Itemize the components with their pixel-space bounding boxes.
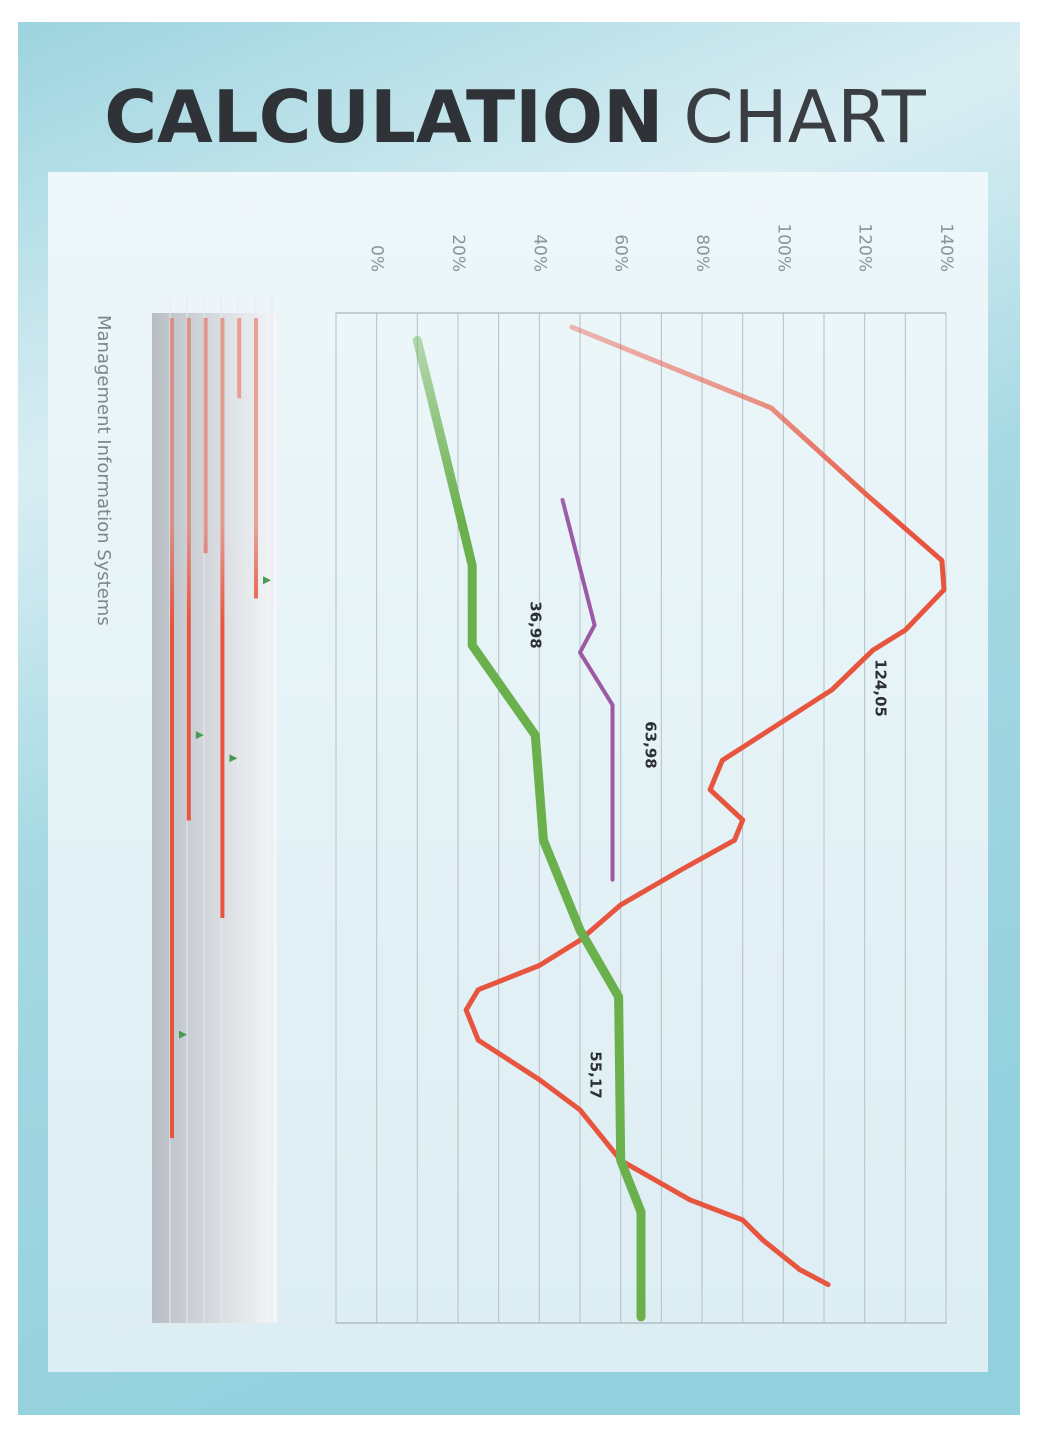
title-light: CHART bbox=[683, 75, 926, 159]
title: CALCULATION CHART bbox=[104, 75, 927, 159]
y-tick-label: 100% bbox=[773, 223, 793, 272]
annotation: 36,98 bbox=[527, 601, 545, 648]
annotation: 63,98 bbox=[642, 721, 660, 768]
y-tick-label: 20% bbox=[448, 234, 468, 272]
marker bbox=[229, 754, 238, 763]
y-tick-label: 140% bbox=[936, 223, 956, 272]
bar-chart-label: Management Information Systems bbox=[93, 315, 114, 626]
title-bold: CALCULATION bbox=[104, 75, 663, 159]
line-chart: 0% 20% 40% 60% 80% 100% 120% 140% 124,05 36,98 63,… bbox=[335, 223, 956, 1324]
marker bbox=[195, 731, 204, 740]
y-tick-label: 0% bbox=[367, 245, 387, 272]
marker bbox=[179, 1030, 187, 1039]
annotation: 124,05 bbox=[872, 659, 890, 717]
series-line bbox=[560, 497, 615, 882]
y-tick-label: 120% bbox=[855, 223, 875, 272]
series-line bbox=[412, 335, 646, 1322]
annotation: 55,17 bbox=[587, 1051, 605, 1098]
y-tick-label: 40% bbox=[529, 234, 549, 272]
bar-chart: Management Information Systems bbox=[93, 297, 277, 1323]
y-tick-label: 80% bbox=[692, 234, 712, 272]
marker bbox=[263, 576, 271, 585]
y-tick-label: 60% bbox=[611, 234, 631, 272]
series-line bbox=[463, 324, 947, 1288]
